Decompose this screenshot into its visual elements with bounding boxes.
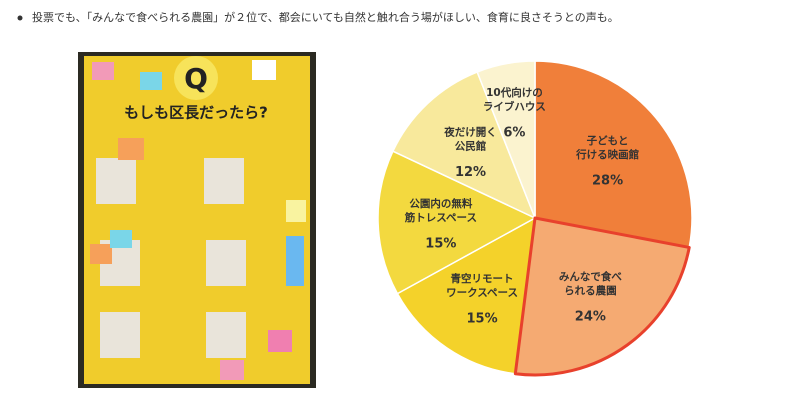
sticky-note <box>110 230 132 248</box>
pie-slice <box>476 60 536 219</box>
photo-panel <box>206 312 246 358</box>
photo-panel <box>100 312 140 358</box>
sticky-note <box>286 200 306 222</box>
pie-slice <box>513 216 691 377</box>
slice-value: 15% <box>425 236 456 251</box>
slice-value: 15% <box>466 311 497 326</box>
photo-headline: もしも区長だったら? <box>124 104 268 122</box>
sticky-note <box>90 244 112 264</box>
sticky-note <box>220 360 244 380</box>
bullet-text: 投票でも、「みんなで食べられる農園」が２位で、都会にいても自然と触れ合う場がほし… <box>32 10 619 24</box>
slice-label: 10代向けのライブハウス <box>483 86 546 113</box>
photo: Q もしも区長だったら? <box>78 52 316 388</box>
photo-panel <box>96 158 136 204</box>
sticky-note <box>140 72 162 90</box>
sticky-note <box>268 330 292 352</box>
sticky-note <box>118 138 144 160</box>
bullet-dot <box>17 15 23 21</box>
slice-value: 28% <box>592 173 623 188</box>
slice-label: 子どもと行ける映画館 <box>575 134 639 161</box>
pie-slice <box>534 60 693 249</box>
photo-circle <box>174 56 218 100</box>
slice-value: 6% <box>503 126 525 141</box>
sticky-note <box>252 60 276 80</box>
slice-label: 青空リモートワークスペース <box>446 272 518 299</box>
pie-slice <box>392 71 536 219</box>
slice-label: 夜だけ開く公民館 <box>443 125 497 152</box>
slice-value: 12% <box>455 165 486 180</box>
photo-panel <box>204 158 244 204</box>
photo-panel <box>206 240 246 286</box>
slice-label: みんなで食べられる農園 <box>559 270 622 297</box>
sticky-note <box>286 236 304 286</box>
slice-label: 公園内の無料筋トレスペース <box>404 197 477 224</box>
pie-slice <box>377 150 536 295</box>
sticky-note <box>92 62 114 80</box>
slice-value: 24% <box>575 310 606 325</box>
pie-slice <box>396 217 536 375</box>
photo-letter: Q <box>184 62 208 95</box>
